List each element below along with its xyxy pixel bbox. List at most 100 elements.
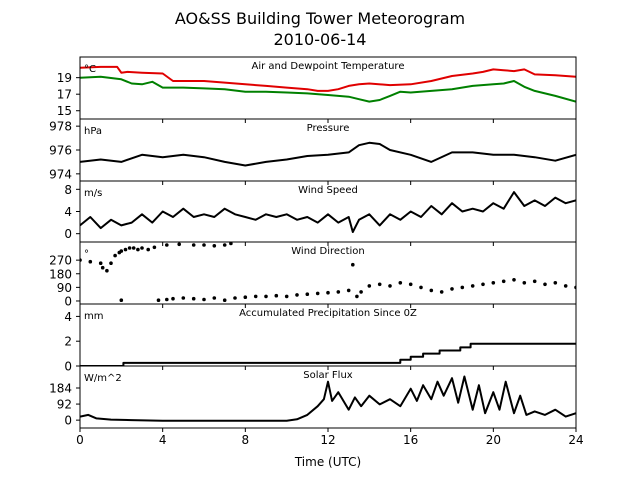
panel-solar-flux: 0 92 184 Solar Flux W/m^2 bbox=[49, 365, 577, 432]
data-point bbox=[501, 279, 506, 284]
data-point bbox=[553, 281, 558, 285]
data-point bbox=[522, 281, 527, 285]
data-point bbox=[367, 284, 372, 288]
data-point bbox=[408, 282, 413, 287]
y-tick-label: 0 bbox=[64, 414, 72, 428]
y-tick-label: 92 bbox=[57, 398, 72, 412]
data-point bbox=[563, 284, 568, 288]
data-point bbox=[88, 259, 93, 264]
data-point bbox=[171, 296, 175, 301]
data-point bbox=[222, 243, 227, 247]
panel-temperature: 15 17 19 Air and Dewpoint Temperature °C bbox=[57, 56, 577, 123]
data-point bbox=[326, 290, 330, 295]
panel-title: Accumulated Precipitation Since 0Z bbox=[239, 308, 417, 319]
data-point bbox=[191, 243, 196, 247]
data-point bbox=[512, 278, 516, 282]
series-line-temperature-0 bbox=[80, 65, 576, 92]
data-point bbox=[398, 281, 403, 285]
data-point bbox=[470, 284, 475, 288]
panel-title: Pressure bbox=[307, 123, 350, 134]
panel-title: Wind Direction bbox=[291, 246, 365, 257]
x-tick-label: 24 bbox=[568, 433, 583, 447]
data-point bbox=[212, 244, 217, 248]
data-point bbox=[491, 281, 496, 285]
data-point bbox=[202, 243, 206, 247]
data-point bbox=[377, 282, 382, 287]
data-point bbox=[274, 293, 279, 298]
data-point bbox=[98, 261, 103, 266]
panel-wind-speed: 0 4 8 Wind Speed m/s bbox=[64, 180, 577, 246]
unit-label: ° bbox=[84, 249, 89, 260]
data-point bbox=[429, 288, 434, 293]
data-point bbox=[123, 247, 128, 252]
data-point bbox=[119, 298, 124, 303]
data-point bbox=[253, 294, 258, 299]
y-tick-label: 976 bbox=[49, 144, 72, 158]
data-point bbox=[439, 290, 444, 294]
y-tick-label: 0 bbox=[64, 360, 72, 374]
series-line-wind-speed-0 bbox=[80, 191, 576, 233]
data-point bbox=[146, 247, 150, 252]
data-point bbox=[233, 296, 237, 300]
data-point bbox=[419, 285, 423, 290]
data-point bbox=[450, 287, 454, 291]
panel-pressure: 974 976 978 Pressure hPa bbox=[49, 118, 577, 185]
series-line-precipitation-0 bbox=[80, 342, 576, 366]
y-tick-label: 17 bbox=[57, 88, 72, 102]
series-line-pressure-0 bbox=[80, 141, 576, 167]
y-tick-label: 0 bbox=[64, 227, 72, 241]
x-tick-label: 16 bbox=[403, 433, 418, 447]
y-tick-label: 184 bbox=[49, 382, 72, 396]
data-point bbox=[295, 293, 299, 297]
y-tick-label: 4 bbox=[64, 310, 72, 324]
data-point bbox=[113, 253, 117, 258]
panel-title: Air and Dewpoint Temperature bbox=[252, 61, 405, 72]
data-point bbox=[191, 296, 196, 301]
x-axis-label: Time (UTC) bbox=[294, 455, 361, 469]
data-point bbox=[109, 261, 113, 266]
data-point bbox=[481, 282, 485, 287]
y-tick-label: 19 bbox=[57, 71, 72, 85]
data-point bbox=[305, 292, 310, 297]
figure-title: AO&SS Building Tower Meteorogram bbox=[175, 9, 465, 28]
data-point bbox=[460, 285, 465, 290]
series-line-temperature-1 bbox=[80, 75, 576, 103]
unit-label: °C bbox=[84, 64, 96, 75]
x-tick-label: 8 bbox=[242, 433, 250, 447]
data-point bbox=[264, 294, 268, 299]
data-point bbox=[100, 265, 105, 270]
data-point bbox=[346, 288, 351, 293]
data-point bbox=[284, 294, 289, 299]
y-tick-label: 0 bbox=[64, 294, 72, 308]
data-point bbox=[336, 290, 341, 294]
unit-label: W/m^2 bbox=[84, 373, 122, 384]
unit-label: mm bbox=[84, 311, 103, 322]
data-point bbox=[543, 282, 547, 287]
data-point bbox=[136, 247, 140, 252]
x-tick-label: 4 bbox=[159, 433, 167, 447]
y-tick-label: 180 bbox=[49, 267, 72, 281]
data-point bbox=[212, 296, 217, 300]
y-tick-label: 8 bbox=[64, 183, 72, 197]
data-point bbox=[351, 262, 355, 267]
data-point bbox=[355, 294, 359, 299]
data-point bbox=[127, 246, 132, 250]
y-tick-label: 974 bbox=[49, 167, 72, 181]
data-point bbox=[131, 246, 136, 250]
x-tick-label: 12 bbox=[320, 433, 335, 447]
series-line-solar-flux-0 bbox=[80, 375, 576, 422]
y-tick-label: 978 bbox=[49, 120, 72, 134]
data-point bbox=[243, 295, 248, 300]
x-tick-label: 0 bbox=[76, 433, 84, 447]
time-axis: 0 4 8 12 16 20 24 bbox=[76, 433, 583, 447]
y-tick-label: 2 bbox=[64, 335, 72, 349]
data-point bbox=[156, 298, 161, 303]
figure-subtitle: 2010-06-14 bbox=[274, 30, 367, 49]
y-tick-label: 4 bbox=[64, 205, 72, 219]
data-point bbox=[315, 291, 320, 296]
x-tick-label: 20 bbox=[486, 433, 501, 447]
data-point bbox=[202, 297, 206, 302]
